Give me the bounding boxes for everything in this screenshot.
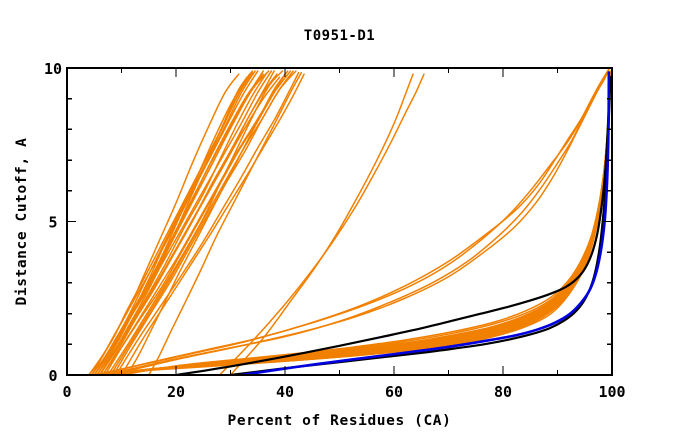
x-tick-label: 60 <box>385 383 403 401</box>
reference-upper-curve <box>174 76 611 375</box>
model-curve <box>98 70 275 375</box>
y-tick-label: 5 <box>48 214 57 232</box>
model-curve <box>218 73 425 375</box>
x-axis-title: Percent of Residues (CA) <box>228 413 452 429</box>
axes-layer <box>66 67 613 376</box>
plot-title: T0951-D1 <box>304 28 375 44</box>
model-curve <box>93 70 273 375</box>
best-model-curve <box>240 71 611 375</box>
model-curve <box>120 70 612 375</box>
y-axis-title: Distance Cutoff, A <box>14 138 30 306</box>
x-tick-label: 0 <box>62 383 71 401</box>
model-curve <box>229 73 414 375</box>
model-curve <box>88 70 259 375</box>
x-tick-label: 20 <box>167 383 185 401</box>
model-curve <box>107 70 284 375</box>
model-curve <box>115 71 300 375</box>
curves-layer <box>88 68 612 375</box>
x-tick-label: 40 <box>276 383 294 401</box>
model-curve <box>93 71 254 375</box>
labels-layer: 0 20 40 60 80 100 0 5 10 T0951-D1 Percent of Resid… <box>14 28 626 429</box>
model-curve <box>148 71 303 375</box>
x-tick-label: 100 <box>598 383 625 401</box>
x-tick-label: 80 <box>494 383 512 401</box>
model-curve <box>93 70 609 375</box>
model-curve <box>109 68 610 375</box>
model-curve <box>98 70 254 375</box>
model-curve <box>112 70 294 375</box>
y-tick-label: 0 <box>48 367 57 385</box>
model-curve <box>126 73 286 375</box>
y-tick-label: 10 <box>44 60 62 78</box>
